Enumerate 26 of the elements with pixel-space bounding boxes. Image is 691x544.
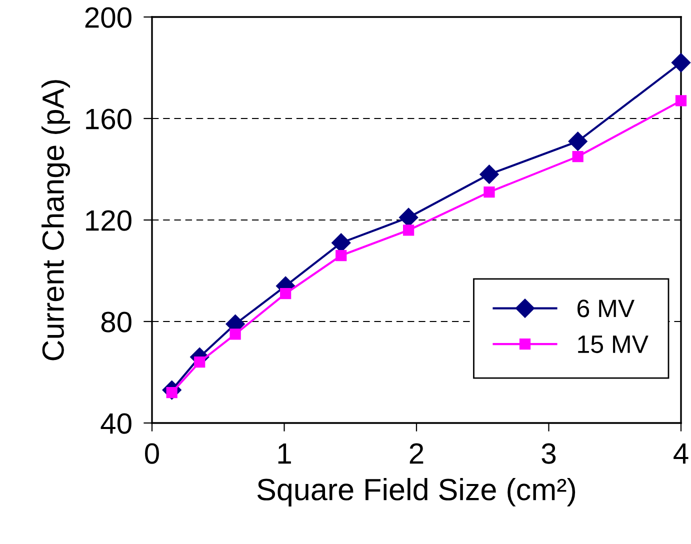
legend-label: 6 MV [578,300,634,318]
y-tick-label: 160 [86,108,132,130]
point [399,208,418,227]
point [480,164,499,184]
x-tick-label: 4 [674,444,688,464]
point [230,328,241,340]
point [194,356,206,368]
x-tick-label: 2 [410,443,424,464]
y-tick-label: 200 [85,7,132,28]
point [671,53,691,72]
point [484,186,495,198]
x-axis-title: Square Field Size (cm²) [257,478,576,506]
point [336,250,347,262]
y-tick-label: 80 [101,312,132,332]
point [572,151,584,162]
point [675,95,687,106]
point [403,224,414,236]
point [568,132,588,151]
y-axis-title: Current Change (pA) [42,80,70,360]
y-tick-label: 120 [86,210,132,231]
x-tick-label: 3 [542,443,556,464]
x-tick-label: 1 [278,444,291,464]
legend-label: 15 MV [578,336,648,354]
x-tick-label: 0 [145,443,159,464]
y-tick-label: 40 [100,413,132,434]
point [280,288,292,300]
